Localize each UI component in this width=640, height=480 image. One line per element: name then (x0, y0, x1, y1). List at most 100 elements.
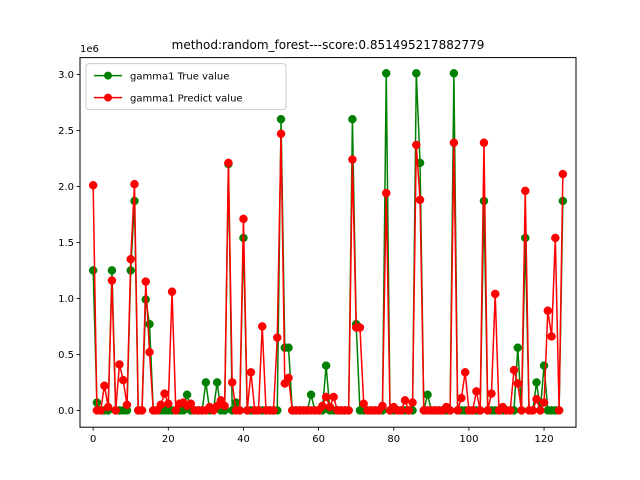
data-point (118, 375, 128, 385)
legend: gamma1 True value gamma1 Predict value (85, 63, 287, 111)
data-point (505, 406, 515, 415)
x-tick-label: 120 (535, 434, 554, 445)
x-tick-label: 80 (387, 434, 400, 445)
y-tick-label: 1.0 (58, 294, 74, 305)
data-point (107, 276, 117, 285)
data-point (235, 406, 244, 415)
x-tick-label: 20 (162, 434, 175, 445)
data-point (528, 406, 538, 415)
data-point (517, 406, 526, 415)
data-point (186, 399, 196, 408)
data-point (457, 393, 466, 403)
legend-marker (104, 93, 112, 102)
data-point (103, 402, 113, 412)
data-point (558, 169, 568, 179)
data-point (412, 140, 421, 150)
data-point (321, 392, 331, 402)
data-point (521, 233, 530, 243)
data-point (239, 214, 248, 224)
data-point (397, 406, 406, 415)
data-point (483, 406, 492, 415)
data-point (543, 306, 553, 315)
data-point (156, 400, 166, 410)
data-point (348, 155, 357, 164)
data-point (201, 378, 211, 387)
data-point (445, 406, 455, 415)
data-point (513, 379, 523, 388)
data-point (137, 406, 147, 415)
data-point (115, 360, 124, 369)
data-point (344, 406, 353, 415)
data-point (415, 195, 425, 205)
data-point (321, 361, 331, 370)
data-point (167, 287, 177, 296)
data-point (532, 394, 541, 404)
data-point (220, 401, 229, 411)
series-predict-value (88, 129, 568, 415)
data-point (224, 158, 233, 168)
chart-title: method:random_forest---score:0.851495217… (172, 38, 485, 52)
data-point (306, 390, 316, 399)
data-point (554, 406, 564, 415)
data-point (284, 343, 293, 352)
data-point (107, 266, 117, 275)
data-point (325, 402, 335, 412)
data-point (276, 114, 286, 124)
data-point (246, 368, 256, 377)
data-point (88, 181, 98, 190)
data-point (539, 361, 549, 370)
legend-box (85, 63, 287, 111)
y-axis: 0.0 0.5 1.0 1.5 2.0 2.5 3.0 (58, 70, 80, 417)
data-point (475, 406, 485, 415)
data-point (88, 266, 98, 275)
data-point (381, 188, 391, 198)
data-point (487, 389, 496, 398)
data-point (404, 406, 414, 415)
data-point (111, 406, 120, 415)
y-tick-label: 0.0 (58, 406, 74, 417)
data-point (182, 390, 192, 399)
data-point (145, 319, 154, 329)
data-point (126, 254, 135, 264)
data-point (513, 343, 523, 352)
data-point (212, 378, 222, 387)
data-point (536, 406, 545, 415)
y-tick-label: 2.5 (58, 126, 74, 137)
data-point (547, 332, 556, 341)
data-point (269, 406, 278, 415)
data-point (539, 398, 549, 407)
data-point (479, 138, 489, 147)
legend-marker (104, 71, 112, 80)
x-tick-label: 100 (459, 434, 478, 445)
data-point (400, 396, 410, 405)
data-point (348, 114, 357, 124)
legend-entry: gamma1 Predict value (94, 93, 243, 105)
data-point (472, 387, 481, 396)
data-point (318, 401, 327, 411)
legend-entry: gamma1 True value (94, 71, 229, 83)
data-point (273, 333, 282, 342)
data-point (412, 69, 421, 78)
data-point (479, 196, 489, 206)
data-point (122, 400, 132, 410)
x-tick-label: 60 (312, 434, 325, 445)
data-point (284, 373, 293, 383)
y-tick-label: 1.5 (58, 238, 74, 249)
y-tick-label: 3.0 (58, 70, 74, 81)
data-point (130, 179, 139, 189)
data-point (355, 323, 365, 332)
data-point (160, 389, 169, 398)
legend-label: gamma1 Predict value (130, 94, 243, 105)
data-point (509, 365, 519, 375)
data-point (254, 406, 263, 415)
data-point (276, 129, 286, 139)
data-point (145, 347, 154, 357)
data-point (521, 186, 530, 196)
data-point (100, 381, 109, 391)
data-point (141, 277, 151, 286)
x-tick-label: 40 (237, 434, 250, 445)
x-axis: 0 20 40 60 80 100 120 (90, 427, 554, 445)
data-point (171, 406, 181, 415)
data-point (449, 138, 459, 147)
